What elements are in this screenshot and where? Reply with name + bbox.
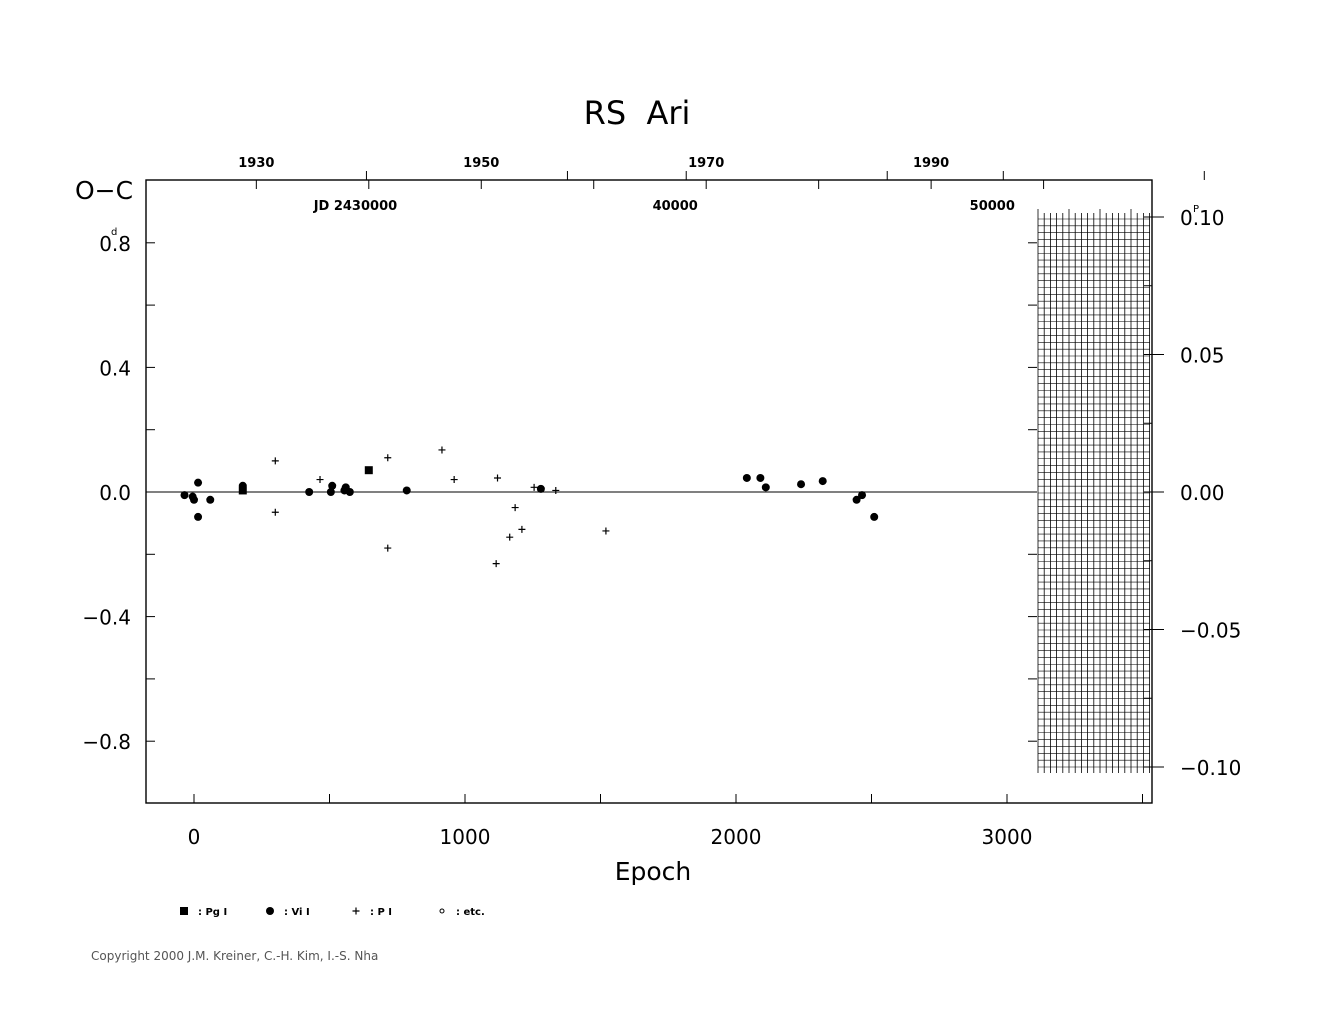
data-point <box>742 473 751 482</box>
right-tick-label: −0.05 <box>1180 619 1241 643</box>
data-point <box>316 476 324 484</box>
data-point <box>271 508 279 516</box>
data-point <box>450 476 458 484</box>
x-tick-label: 1000 <box>440 825 491 849</box>
right-tick-label: 0.00 <box>1180 481 1225 505</box>
x-tick-label: 2000 <box>711 825 762 849</box>
chart-title: RS Ari <box>584 94 691 132</box>
legend-label: : Pg I <box>198 907 227 918</box>
x-axis-label: Epoch <box>615 857 692 886</box>
year-tick-label: 1990 <box>913 156 949 171</box>
data-point <box>511 504 519 512</box>
jd-label: 50000 <box>970 199 1015 214</box>
x-tick-label: 0 <box>188 825 201 849</box>
jd-label: 40000 <box>653 199 698 214</box>
data-point <box>797 480 806 489</box>
legend-marker <box>352 907 360 915</box>
data-point <box>271 457 279 465</box>
data-point <box>238 481 247 490</box>
y-tick-label: 0.0 <box>99 481 131 505</box>
legend-label: : P I <box>370 907 392 918</box>
right-tick-label: 0.05 <box>1180 344 1225 368</box>
data-point <box>206 495 215 504</box>
data-point <box>345 488 354 496</box>
legend-label: : etc. <box>456 907 485 918</box>
data-point <box>305 488 314 496</box>
legend-label: : Vi I <box>284 907 310 918</box>
data-point <box>870 512 879 521</box>
year-tick-label: 1930 <box>238 156 274 171</box>
copyright-note: Copyright 2000 J.M. Kreiner, C.-H. Kim, … <box>91 949 379 963</box>
legend-marker <box>266 907 274 915</box>
data-point <box>384 454 392 462</box>
data-point <box>761 483 770 492</box>
y-tick-label: −0.4 <box>82 606 131 630</box>
year-tick-label: 1970 <box>688 156 724 171</box>
y-unit-superscript: d <box>111 227 117 238</box>
data-point <box>602 527 610 535</box>
data-point <box>552 486 560 494</box>
data-point <box>364 466 373 475</box>
data-point <box>384 544 392 552</box>
right-unit-superscript: P <box>1193 204 1199 215</box>
legend-marker <box>439 908 445 914</box>
data-point <box>180 491 189 500</box>
data-point <box>818 477 827 486</box>
data-point <box>536 484 545 493</box>
data-point <box>494 474 502 482</box>
data-point <box>518 525 526 533</box>
data-point <box>328 481 337 490</box>
data-point <box>506 533 514 541</box>
data-point <box>194 478 203 487</box>
right-tick-label: 0.10 <box>1180 206 1225 230</box>
y-tick-label: 0.4 <box>99 356 131 380</box>
data-point <box>530 483 538 491</box>
data-point <box>238 486 247 495</box>
data-point <box>438 446 446 454</box>
y-axis-label: O−C <box>75 176 133 205</box>
data-point <box>756 473 765 482</box>
jd-label: JD 2430000 <box>313 199 397 214</box>
data-point <box>858 491 867 500</box>
data-point <box>190 495 198 504</box>
y-tick-label: −0.8 <box>82 730 131 754</box>
right-tick-label: −0.10 <box>1180 756 1241 780</box>
y-tick-label: 0.8 <box>99 232 131 256</box>
data-point <box>852 495 861 504</box>
data-point <box>194 512 203 521</box>
legend-marker <box>180 907 188 915</box>
data-point <box>492 560 500 568</box>
data-point <box>326 488 335 496</box>
year-tick-label: 1950 <box>463 156 499 171</box>
data-point <box>402 486 411 495</box>
x-tick-label: 3000 <box>982 825 1033 849</box>
hatched-box <box>1037 209 1150 773</box>
